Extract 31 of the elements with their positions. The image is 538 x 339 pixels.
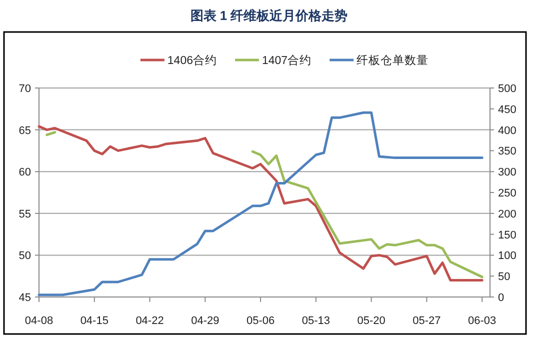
y2-tick-label: 50: [498, 271, 510, 284]
y2-tick-label: 100: [498, 250, 516, 262]
line-series: [38, 111, 484, 296]
y2-tick-label: 500: [498, 83, 516, 95]
y2-tick-label: 150: [498, 229, 516, 242]
y2-tick-label: 0: [498, 292, 504, 304]
x-tick-label: 04-08: [24, 315, 54, 327]
x-tick-label: 05-27: [412, 315, 441, 327]
x-tick-label: 05-20: [357, 315, 386, 327]
legend-label: 1406合约: [167, 54, 217, 67]
y-tick-label: 50: [18, 250, 31, 262]
y2-tick-label: 250: [498, 188, 516, 200]
x-tick-label: 04-22: [136, 315, 164, 327]
x-tick-label: 04-29: [191, 315, 220, 327]
y-tick-label: 65: [18, 124, 31, 137]
y2-tick-label: 450: [498, 104, 516, 116]
y2-tick-label: 350: [498, 146, 516, 158]
y2-tick-label: 400: [498, 124, 516, 137]
y-tick-label: 60: [18, 166, 31, 179]
x-tick-label: 05-06: [246, 315, 275, 327]
y-tick-label: 45: [18, 292, 31, 304]
y-tick-label: 55: [18, 208, 31, 220]
legend-label: 纤板仓单数量: [356, 54, 429, 67]
x-tick-label: 04-15: [80, 315, 108, 327]
x-tick-label: 05-13: [302, 315, 330, 327]
chart-title: 图表 1 纤维板近月价格走势: [190, 8, 348, 23]
y2-tick-label: 300: [498, 166, 516, 179]
legend-label: 1407合约: [262, 54, 312, 67]
y2-tick-label: 200: [498, 208, 516, 220]
x-tick-label: 06-03: [468, 315, 496, 327]
y-tick-label: 70: [18, 83, 31, 95]
